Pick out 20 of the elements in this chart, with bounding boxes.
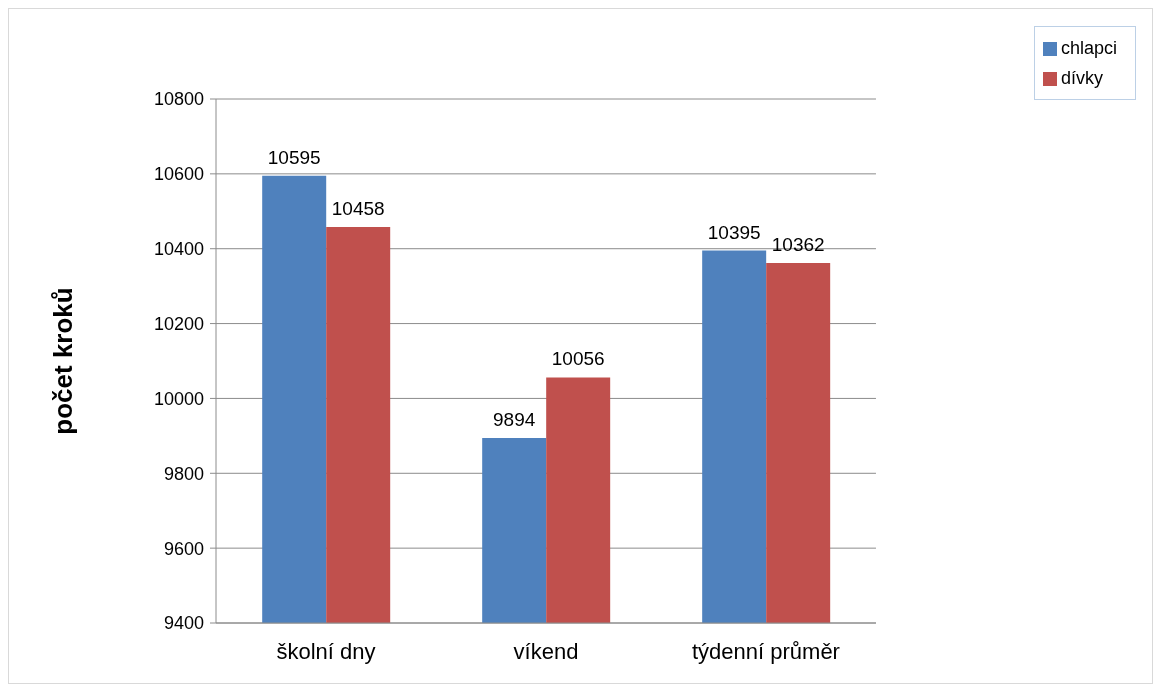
legend-label: chlapci <box>1060 38 1117 58</box>
y-axis-title: počet kroků <box>48 287 79 435</box>
x-tick-label: školní dny <box>276 638 376 664</box>
x-tick-label: týdenní průměr <box>691 638 840 664</box>
data-label: 10595 <box>267 146 321 168</box>
data-label: 10395 <box>707 221 761 243</box>
y-tick-label: 10800 <box>153 89 204 110</box>
data-label: 10362 <box>771 233 825 255</box>
y-tick-label: 10000 <box>153 388 204 409</box>
y-tick-label: 10600 <box>153 164 204 185</box>
y-tick-label: 10400 <box>153 239 204 260</box>
y-tick-label: 9600 <box>163 538 204 559</box>
data-label: 10458 <box>331 198 385 220</box>
y-tick-label: 9400 <box>163 613 204 634</box>
y-tick-label: 9800 <box>163 463 204 484</box>
y-tick-label: 10200 <box>153 313 204 334</box>
x-tick-label: víkend <box>513 638 579 664</box>
data-label: 10056 <box>551 348 605 370</box>
legend-label: dívky <box>1060 68 1103 88</box>
data-label: 9894 <box>493 409 536 431</box>
